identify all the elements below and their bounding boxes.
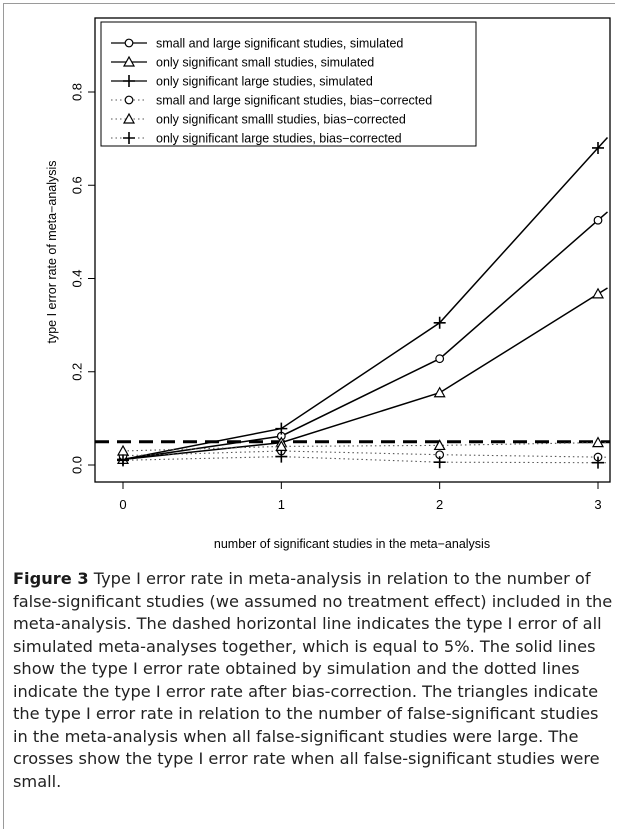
y-tick-label: 0.4 [70, 269, 85, 287]
x-tick-label: 3 [594, 497, 601, 512]
data-point-series-2-x3 [591, 287, 605, 299]
x-tick-label: 2 [436, 497, 443, 512]
x-axis-title: number of significant studies in the met… [214, 537, 490, 551]
data-point-series-2-x2 [433, 386, 446, 398]
legend-box [100, 21, 477, 147]
data-point-series-3-x1 [275, 422, 288, 435]
legend-entry-5: only significant smalll studies, bias−co… [156, 113, 406, 127]
data-point-series-1-x3 [593, 215, 603, 225]
data-point-series-6-x2 [433, 456, 446, 469]
legend-marker-6 [123, 132, 135, 144]
data-point-series-6-x3 [592, 456, 604, 469]
legend-entry-3: only significant large studies, simulate… [156, 75, 373, 89]
data-point-series-5-x0 [116, 444, 130, 456]
y-tick-label: 0.8 [70, 83, 85, 101]
figure-caption: Figure 3 Type I error rate in meta-analy… [13, 568, 613, 793]
data-point-series-5-x1 [275, 440, 288, 451]
y-axis-title: type I error rate of meta−analysis [45, 160, 59, 343]
series-line-2 [122, 287, 608, 461]
legend-marker-5 [122, 112, 136, 124]
x-tick-label: 1 [278, 497, 285, 512]
figure-frame [3, 3, 615, 829]
data-point-series-5-x2 [433, 439, 446, 451]
series-line-5 [122, 441, 608, 452]
data-point-series-5-x3 [591, 436, 605, 448]
legend-entry-2: only significant small studies, simulate… [156, 56, 374, 70]
y-tick-label: 0.6 [70, 176, 85, 194]
data-point-series-3-x3 [592, 141, 604, 154]
y-tick-label: 0.2 [70, 363, 85, 381]
x-tick-label: 0 [119, 497, 126, 512]
legend-marker-3 [123, 75, 135, 87]
legend-marker-2 [122, 55, 136, 67]
caption-text: Type I error rate in meta-analysis in re… [13, 569, 613, 791]
legend-entry-1: small and large significant studies, sim… [156, 37, 403, 51]
legend-entry-4: small and large significant studies, bia… [156, 94, 432, 108]
legend-entry-6: only significant large studies, bias−cor… [156, 132, 402, 146]
legend-marker-4 [124, 95, 134, 105]
series-line-1 [122, 211, 608, 461]
legend-marker-1 [124, 38, 134, 48]
series-line-6 [122, 456, 608, 464]
plot-area-border [94, 17, 611, 483]
data-point-series-3-x2 [433, 316, 446, 329]
series-line-3 [122, 136, 609, 461]
data-point-series-6-x0 [117, 454, 129, 467]
data-point-series-1-x2 [435, 354, 445, 364]
data-point-series-6-x1 [275, 450, 288, 463]
chart: 0 1 2 3 0.0 0.2 0.4 0.6 0.8 number of significant… [45, 17, 611, 551]
y-tick-label: 0.0 [70, 456, 85, 474]
figure-label: Figure 3 [13, 569, 89, 588]
